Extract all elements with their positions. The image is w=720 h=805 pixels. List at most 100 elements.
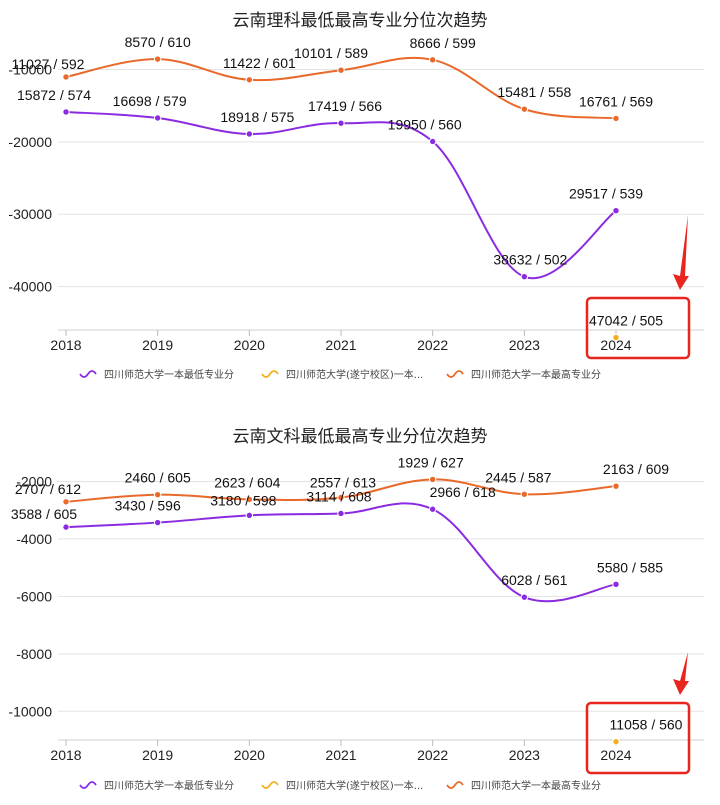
x-tick-label: 2018 [50, 747, 81, 763]
y-tick-label: -4000 [16, 531, 52, 547]
data-point [612, 482, 620, 490]
y-tick-label: -10000 [8, 703, 52, 719]
data-label: 2163 / 609 [603, 461, 669, 477]
x-tick-label: 2020 [234, 337, 265, 353]
data-label: 16761 / 569 [579, 93, 653, 109]
x-tick-label: 2024 [600, 337, 631, 353]
data-label: 15872 / 574 [17, 87, 91, 103]
data-label: 1929 / 627 [398, 454, 464, 470]
x-tick-label: 2022 [417, 337, 448, 353]
highlight-box [585, 701, 691, 775]
data-point [612, 737, 620, 746]
data-point [612, 207, 620, 215]
data-label: 3430 / 596 [115, 498, 181, 514]
y-tick-label: -8000 [16, 646, 52, 662]
data-point [337, 509, 345, 518]
legend-swatch[interactable] [261, 370, 279, 378]
data-point [153, 55, 162, 63]
legend-swatch[interactable] [446, 370, 464, 378]
data-point [62, 73, 70, 81]
data-point [62, 108, 70, 116]
data-label: 11027 / 592 [12, 56, 85, 72]
data-label: 8570 / 610 [125, 34, 191, 50]
data-label: 19950 / 560 [388, 116, 462, 132]
data-label: 10101 / 589 [294, 45, 368, 61]
plot-area-science: -10000 -20000 -30000 -40000 2018 2019 2020 2021… [8, 34, 704, 381]
legend-item-label[interactable]: 四川师范大学(遂宁校区)一本... [286, 368, 423, 381]
legend-item-label[interactable]: 四川师范大学一本最高专业分 [471, 779, 601, 792]
plot-area-liberal-arts: -2000 -4000 -6000 -8000 -10000 2018 2019 2020 20… [8, 454, 704, 792]
data-label: 2707 / 612 [15, 481, 81, 497]
data-point [428, 505, 437, 513]
x-tick-label: 2020 [234, 747, 265, 763]
legend-swatch[interactable] [446, 781, 464, 789]
x-tick-label: 2021 [325, 747, 356, 763]
data-point [612, 333, 620, 342]
legend-item-label[interactable]: 四川师范大学一本最高专业分 [471, 368, 601, 381]
data-point [520, 272, 529, 281]
data-label: 15481 / 558 [497, 84, 571, 100]
data-point [337, 66, 345, 74]
data-label: 3114 / 608 [306, 488, 371, 504]
highlight-box [585, 296, 691, 360]
data-label: 2445 / 587 [485, 469, 551, 485]
data-point [245, 76, 254, 84]
data-point [153, 114, 162, 122]
y-tick-label: -6000 [16, 588, 52, 604]
data-label: 8666 / 599 [410, 35, 476, 51]
x-tick-label: 2021 [325, 337, 356, 353]
data-label: 2966 / 618 [430, 484, 496, 500]
legend-swatch[interactable] [261, 781, 279, 789]
data-point [337, 493, 345, 502]
data-point [245, 511, 254, 520]
chart-panel-science: 云南理科最低最高专业分位次趋势 -10000 -20000 -30000 -40000… [8, 11, 704, 381]
data-label: 17419 / 566 [308, 98, 382, 114]
data-label: 2623 / 604 [214, 474, 280, 490]
data-point [62, 523, 70, 531]
chart-title: 云南文科最低最高专业分位次趋势 [233, 427, 488, 447]
data-label: 29517 / 539 [569, 186, 643, 202]
x-tick-label: 2019 [142, 337, 173, 353]
y-tick-label: -20000 [8, 134, 52, 150]
x-tick-label: 2024 [600, 747, 631, 763]
y-tick-label: -40000 [8, 279, 52, 295]
highlight-arrow [673, 215, 689, 290]
data-point [428, 137, 437, 146]
data-label: 11058 / 560 [610, 717, 683, 733]
data-point [245, 130, 254, 138]
data-label: 2460 / 605 [125, 470, 191, 486]
y-tick-label: -30000 [8, 206, 52, 222]
x-tick-label: 2023 [509, 747, 540, 763]
data-point [612, 114, 620, 123]
data-point [245, 495, 254, 504]
data-label: 3180 / 598 [210, 492, 276, 508]
data-label: 16698 / 579 [113, 93, 187, 109]
legend-item-label[interactable]: 四川师范大学(遂宁校区)一本... [286, 779, 423, 792]
data-point [520, 593, 529, 601]
x-tick-label: 2019 [142, 747, 173, 763]
data-label: 38632 / 502 [493, 252, 567, 268]
data-point [428, 56, 437, 64]
data-point [612, 580, 620, 589]
data-point [520, 105, 529, 113]
data-label: 47042 / 505 [589, 313, 663, 329]
data-label: 6028 / 561 [501, 572, 567, 588]
x-tick-label: 2018 [50, 337, 81, 353]
legend-swatch[interactable] [79, 370, 97, 378]
data-point [62, 498, 70, 506]
data-label: 18918 / 575 [220, 109, 294, 125]
data-point [428, 475, 437, 484]
x-tick-label: 2023 [509, 337, 540, 353]
legend-item-label[interactable]: 四川师范大学一本最低专业分 [104, 779, 234, 792]
data-label: 3588 / 605 [11, 506, 77, 522]
legend-swatch[interactable] [79, 781, 97, 789]
data-label: 11422 / 601 [223, 55, 296, 71]
data-point [153, 491, 162, 499]
highlight-arrow [673, 652, 689, 695]
legend-item-label[interactable]: 四川师范大学一本最低专业分 [104, 368, 234, 381]
data-label: 5580 / 585 [597, 559, 663, 575]
y-tick-label: -10000 [8, 61, 52, 77]
data-label: 2557 / 613 [310, 474, 376, 490]
y-tick-label: -2000 [16, 473, 52, 489]
